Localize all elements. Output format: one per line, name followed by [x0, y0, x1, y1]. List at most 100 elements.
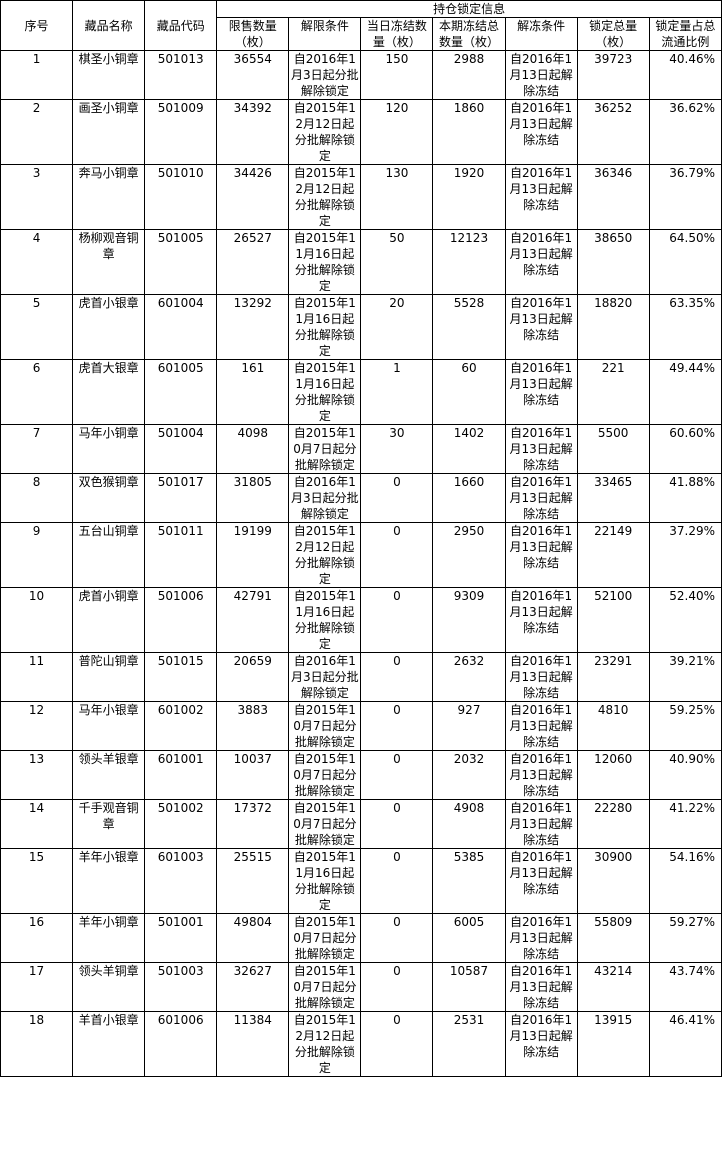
cell-period-frozen: 12123 — [432, 229, 506, 295]
cell-period-frozen: 9309 — [432, 587, 506, 653]
cell-daily-frozen: 0 — [360, 913, 434, 963]
cell-seq: 13 — [0, 750, 74, 800]
table-row: 14 千手观音铜章 501002 17372 自2015年10月7日起分批解除锁定 0 49… — [0, 799, 723, 849]
cell-locked-total: 36346 — [576, 164, 650, 230]
cell-code: 501005 — [144, 229, 218, 295]
table-body: 1 棋圣小铜章 501013 36554 自2016年1月3日起分批解除锁定 150 298… — [0, 50, 723, 1077]
cell-restricted-qty: 42791 — [216, 587, 290, 653]
cell-locked-ratio: 39.21% — [648, 652, 723, 702]
cell-restricted-qty: 34392 — [216, 99, 290, 165]
table-row: 16 羊年小铜章 501001 49804 自2015年10月7日起分批解除锁定 0 600… — [0, 913, 723, 963]
cell-code: 501013 — [144, 50, 218, 100]
cell-locked-total: 5500 — [576, 424, 650, 474]
cell-locked-ratio: 46.41% — [648, 1011, 723, 1077]
cell-locked-ratio: 63.35% — [648, 294, 723, 360]
cell-locked-total: 33465 — [576, 473, 650, 523]
cell-restricted-qty: 32627 — [216, 962, 290, 1012]
cell-unfreeze-cond: 自2016年1月13日起解除冻结 — [504, 587, 578, 653]
cell-period-frozen: 1660 — [432, 473, 506, 523]
header-restricted-qty: 限售数量（枚） — [216, 17, 290, 51]
cell-release-cond: 自2015年11月16日起分批解除锁定 — [288, 294, 362, 360]
cell-release-cond: 自2015年12月12日起分批解除锁定 — [288, 164, 362, 230]
cell-restricted-qty: 49804 — [216, 913, 290, 963]
cell-daily-frozen: 120 — [360, 99, 434, 165]
cell-seq: 1 — [0, 50, 74, 100]
cell-release-cond: 自2015年10月7日起分批解除锁定 — [288, 962, 362, 1012]
cell-name: 画圣小铜章 — [72, 99, 146, 165]
cell-release-cond: 自2015年12月12日起分批解除锁定 — [288, 1011, 362, 1077]
cell-locked-total: 22280 — [576, 799, 650, 849]
cell-name: 双色猴铜章 — [72, 473, 146, 523]
cell-period-frozen: 1402 — [432, 424, 506, 474]
cell-unfreeze-cond: 自2016年1月13日起解除冻结 — [504, 962, 578, 1012]
cell-code: 501006 — [144, 587, 218, 653]
cell-locked-total: 12060 — [576, 750, 650, 800]
cell-locked-ratio: 43.74% — [648, 962, 723, 1012]
cell-code: 501003 — [144, 962, 218, 1012]
cell-release-cond: 自2015年12月12日起分批解除锁定 — [288, 99, 362, 165]
table-row: 5 虎首小银章 601004 13292 自2015年11月16日起分批解除锁定 20 55… — [0, 294, 723, 360]
cell-restricted-qty: 10037 — [216, 750, 290, 800]
cell-code: 501004 — [144, 424, 218, 474]
cell-period-frozen: 1860 — [432, 99, 506, 165]
cell-restricted-qty: 34426 — [216, 164, 290, 230]
cell-unfreeze-cond: 自2016年1月13日起解除冻结 — [504, 294, 578, 360]
cell-daily-frozen: 0 — [360, 652, 434, 702]
cell-release-cond: 自2016年1月3日起分批解除锁定 — [288, 50, 362, 100]
header-release-cond: 解限条件 — [288, 17, 362, 51]
cell-locked-total: 221 — [576, 359, 650, 425]
cell-name: 奔马小铜章 — [72, 164, 146, 230]
cell-seq: 7 — [0, 424, 74, 474]
table-row: 1 棋圣小铜章 501013 36554 自2016年1月3日起分批解除锁定 150 298… — [0, 50, 723, 100]
cell-name: 虎首小铜章 — [72, 587, 146, 653]
cell-unfreeze-cond: 自2016年1月13日起解除冻结 — [504, 473, 578, 523]
cell-period-frozen: 1920 — [432, 164, 506, 230]
header-locked-total: 锁定总量（枚） — [576, 17, 650, 51]
cell-code: 501001 — [144, 913, 218, 963]
cell-unfreeze-cond: 自2016年1月13日起解除冻结 — [504, 359, 578, 425]
cell-code: 501011 — [144, 522, 218, 588]
cell-locked-ratio: 41.22% — [648, 799, 723, 849]
cell-seq: 11 — [0, 652, 74, 702]
cell-release-cond: 自2015年11月16日起分批解除锁定 — [288, 229, 362, 295]
cell-seq: 3 — [0, 164, 74, 230]
cell-locked-ratio: 40.46% — [648, 50, 723, 100]
cell-daily-frozen: 20 — [360, 294, 434, 360]
cell-code: 601001 — [144, 750, 218, 800]
table-row: 6 虎首大银章 601005 161 自2015年11月16日起分批解除锁定 1 60 自20… — [0, 359, 723, 425]
cell-daily-frozen: 1 — [360, 359, 434, 425]
cell-locked-total: 30900 — [576, 848, 650, 914]
cell-unfreeze-cond: 自2016年1月13日起解除冻结 — [504, 164, 578, 230]
header-code: 藏品代码 — [144, 0, 218, 51]
cell-period-frozen: 4908 — [432, 799, 506, 849]
table-row: 15 羊年小银章 601003 25515 自2015年11月16日起分批解除锁定 0 53… — [0, 848, 723, 914]
cell-unfreeze-cond: 自2016年1月13日起解除冻结 — [504, 424, 578, 474]
cell-release-cond: 自2016年1月3日起分批解除锁定 — [288, 473, 362, 523]
cell-seq: 10 — [0, 587, 74, 653]
cell-daily-frozen: 150 — [360, 50, 434, 100]
cell-restricted-qty: 26527 — [216, 229, 290, 295]
cell-code: 601005 — [144, 359, 218, 425]
cell-locked-total: 36252 — [576, 99, 650, 165]
cell-release-cond: 自2016年1月3日起分批解除锁定 — [288, 652, 362, 702]
cell-restricted-qty: 4098 — [216, 424, 290, 474]
cell-locked-ratio: 59.27% — [648, 913, 723, 963]
cell-name: 虎首小银章 — [72, 294, 146, 360]
cell-locked-ratio: 49.44% — [648, 359, 723, 425]
cell-period-frozen: 927 — [432, 701, 506, 751]
cell-name: 虎首大银章 — [72, 359, 146, 425]
cell-release-cond: 自2015年12月12日起分批解除锁定 — [288, 522, 362, 588]
cell-restricted-qty: 36554 — [216, 50, 290, 100]
cell-locked-ratio: 37.29% — [648, 522, 723, 588]
cell-locked-total: 13915 — [576, 1011, 650, 1077]
cell-locked-total: 52100 — [576, 587, 650, 653]
cell-daily-frozen: 0 — [360, 1011, 434, 1077]
cell-daily-frozen: 0 — [360, 473, 434, 523]
table-row: 3 奔马小铜章 501010 34426 自2015年12月12日起分批解除锁定 130 1… — [0, 164, 723, 230]
cell-daily-frozen: 0 — [360, 799, 434, 849]
cell-seq: 16 — [0, 913, 74, 963]
table-row: 17 领头羊铜章 501003 32627 自2015年10月7日起分批解除锁定 0 105… — [0, 962, 723, 1012]
cell-unfreeze-cond: 自2016年1月13日起解除冻结 — [504, 701, 578, 751]
cell-period-frozen: 2950 — [432, 522, 506, 588]
cell-release-cond: 自2015年10月7日起分批解除锁定 — [288, 750, 362, 800]
